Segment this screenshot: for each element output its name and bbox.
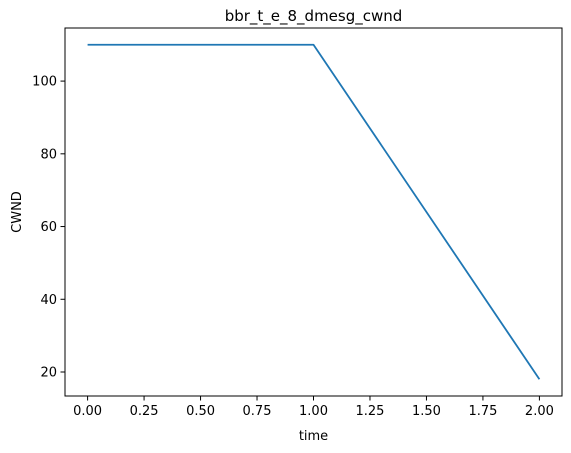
plot-frame: [64, 27, 563, 397]
series-line-0: [87, 43, 541, 380]
y-tick-label: 80: [40, 147, 57, 162]
x-tick-label: 1.00: [299, 404, 328, 419]
x-tick-label: 0.50: [186, 404, 215, 419]
x-tick-label: 0.00: [73, 404, 102, 419]
x-tick-label: 2.00: [525, 404, 554, 419]
x-axis-label: time: [299, 429, 328, 444]
y-axis-label: CWND: [10, 191, 25, 233]
y-tick-label: 100: [32, 75, 57, 90]
chart-title: bbr_t_e_8_dmesg_cwnd: [225, 7, 403, 26]
x-tick-label: 0.75: [243, 404, 272, 419]
y-tick-label: 60: [40, 220, 57, 235]
y-tick-label: 20: [40, 366, 57, 381]
x-tick-label: 1.50: [412, 404, 441, 419]
x-tick-label: 1.75: [468, 404, 497, 419]
x-axis: 0.00 0.25 0.50 0.75 1.00 1.25 1.50 1.75 2.00: [73, 396, 554, 419]
plot-area: [64, 27, 563, 397]
x-tick-label: 0.25: [130, 404, 159, 419]
y-axis: 20 40 60 80 100: [32, 75, 65, 381]
y-tick-label: 40: [40, 293, 57, 308]
x-tick-label: 1.25: [356, 404, 385, 419]
